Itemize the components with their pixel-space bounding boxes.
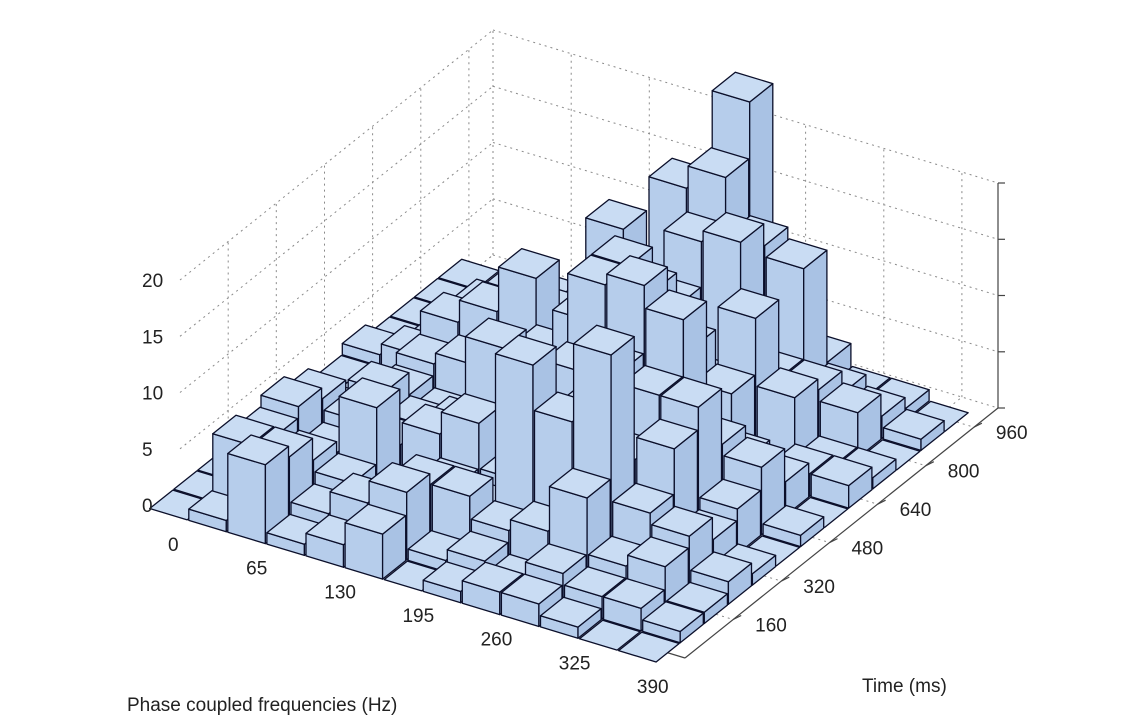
bar-top-face xyxy=(765,238,828,270)
bar-top-face xyxy=(572,324,635,356)
bar-top-face xyxy=(368,461,431,494)
y-tick-label: 320 xyxy=(803,577,835,598)
z-tick-label: 20 xyxy=(142,271,163,292)
z-tick-label: 0 xyxy=(142,496,153,517)
bar xyxy=(810,455,873,509)
bar-top-face xyxy=(548,467,611,499)
y-tick-label: 160 xyxy=(755,616,787,637)
bar-top-face xyxy=(500,573,563,605)
grid-line xyxy=(179,29,494,281)
bar-top-face xyxy=(539,596,602,628)
bar xyxy=(642,601,704,644)
bar xyxy=(602,577,665,632)
bar-top-face xyxy=(602,577,665,610)
bar xyxy=(578,619,641,651)
grid-line xyxy=(492,29,999,184)
bar-top-face xyxy=(260,376,323,408)
bar-top-face xyxy=(524,543,587,575)
grid-line xyxy=(179,142,494,393)
bar-top-face xyxy=(690,551,753,583)
bar-front-face xyxy=(227,452,267,545)
z-tick-label: 10 xyxy=(142,384,163,405)
bar-top-face xyxy=(711,71,774,103)
bar-top-face xyxy=(702,211,765,243)
bar-top-face xyxy=(446,530,509,562)
bar-top-face xyxy=(461,561,524,593)
bar-top-face xyxy=(723,436,786,468)
bar-top-face xyxy=(651,505,714,537)
grid-line xyxy=(492,254,999,409)
bar-top-face xyxy=(344,503,407,535)
grid-line xyxy=(492,85,999,240)
y-tick-label: 480 xyxy=(851,539,883,560)
bar-top-face xyxy=(627,536,689,568)
bar-top-face xyxy=(642,601,704,633)
bar-top-face xyxy=(606,255,669,287)
z-tick-label: 15 xyxy=(142,327,163,348)
bar xyxy=(819,382,882,459)
bar-top-face xyxy=(666,581,729,613)
bar-top-face xyxy=(645,289,708,321)
y-tick-mark xyxy=(732,614,742,621)
bar-top-face xyxy=(819,382,882,414)
y-axis-label: Time (ms) xyxy=(862,676,947,697)
bar xyxy=(617,631,680,663)
x-tick-label: 65 xyxy=(246,559,267,580)
y-tick-mark xyxy=(973,422,983,428)
bar-top-face xyxy=(227,434,290,466)
x-tick-label: 130 xyxy=(324,582,356,603)
bar-top-face xyxy=(621,364,684,396)
bar-top-face xyxy=(585,198,648,230)
bar-top-face xyxy=(464,317,527,349)
y-tick-mark xyxy=(877,499,886,505)
bar-top-face xyxy=(699,478,762,510)
bar-top-face xyxy=(810,455,873,487)
bar-top-face xyxy=(612,482,674,514)
bars-layer xyxy=(149,71,969,663)
bar-top-face xyxy=(762,504,825,537)
grid-line xyxy=(179,198,494,450)
bar xyxy=(539,596,602,639)
bar-top-face xyxy=(431,465,494,497)
x-tick-label: 390 xyxy=(637,677,669,698)
y-axis-line xyxy=(684,407,999,659)
bar-top-face xyxy=(882,408,945,440)
bar-top-face xyxy=(494,334,557,366)
bar-top-face xyxy=(756,367,819,399)
bar-top-face xyxy=(338,377,401,409)
z-tick-label: 5 xyxy=(142,440,153,461)
bar xyxy=(344,503,407,580)
bar-top-face xyxy=(660,376,723,408)
x-tick-label: 195 xyxy=(402,606,434,627)
grid-line xyxy=(492,198,999,353)
bar-top-face xyxy=(717,287,780,320)
bar-top-face xyxy=(687,147,750,179)
y-tick-label: 800 xyxy=(948,462,980,483)
y-tick-mark xyxy=(781,576,790,582)
grid-line xyxy=(179,85,494,337)
bar-top-face xyxy=(617,631,680,663)
y-tick-label: 960 xyxy=(996,423,1028,444)
y-tick-mark xyxy=(925,461,935,467)
x-tick-label: 0 xyxy=(168,535,179,556)
bar-top-face xyxy=(497,247,560,280)
y-tick-mark xyxy=(829,538,838,544)
bar-top-face xyxy=(563,566,626,598)
bar xyxy=(882,408,945,452)
ticks-layer: 0 5 10 15 20 390 325 260 195 130 65 0 16… xyxy=(142,271,1028,698)
bar xyxy=(227,434,290,545)
x-tick-label: 260 xyxy=(481,630,513,651)
grid-line xyxy=(492,142,999,296)
bar xyxy=(762,504,825,548)
bar-top-face xyxy=(636,418,699,450)
x-axis-label: Phase coupled frequencies (Hz) xyxy=(127,695,397,716)
x-tick-label: 325 xyxy=(559,653,591,674)
y-tick-label: 640 xyxy=(900,500,932,521)
bar-top-face xyxy=(578,619,641,651)
